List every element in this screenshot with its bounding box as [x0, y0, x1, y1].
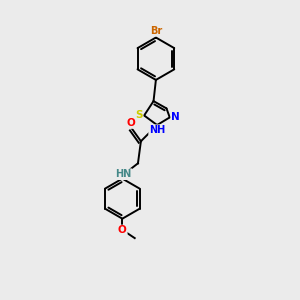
Text: Br: Br: [150, 26, 162, 36]
Text: NH: NH: [149, 125, 165, 135]
Text: O: O: [118, 226, 127, 236]
Text: S: S: [135, 110, 142, 120]
Text: N: N: [171, 112, 180, 122]
Text: O: O: [126, 118, 135, 128]
Text: HN: HN: [116, 169, 132, 179]
